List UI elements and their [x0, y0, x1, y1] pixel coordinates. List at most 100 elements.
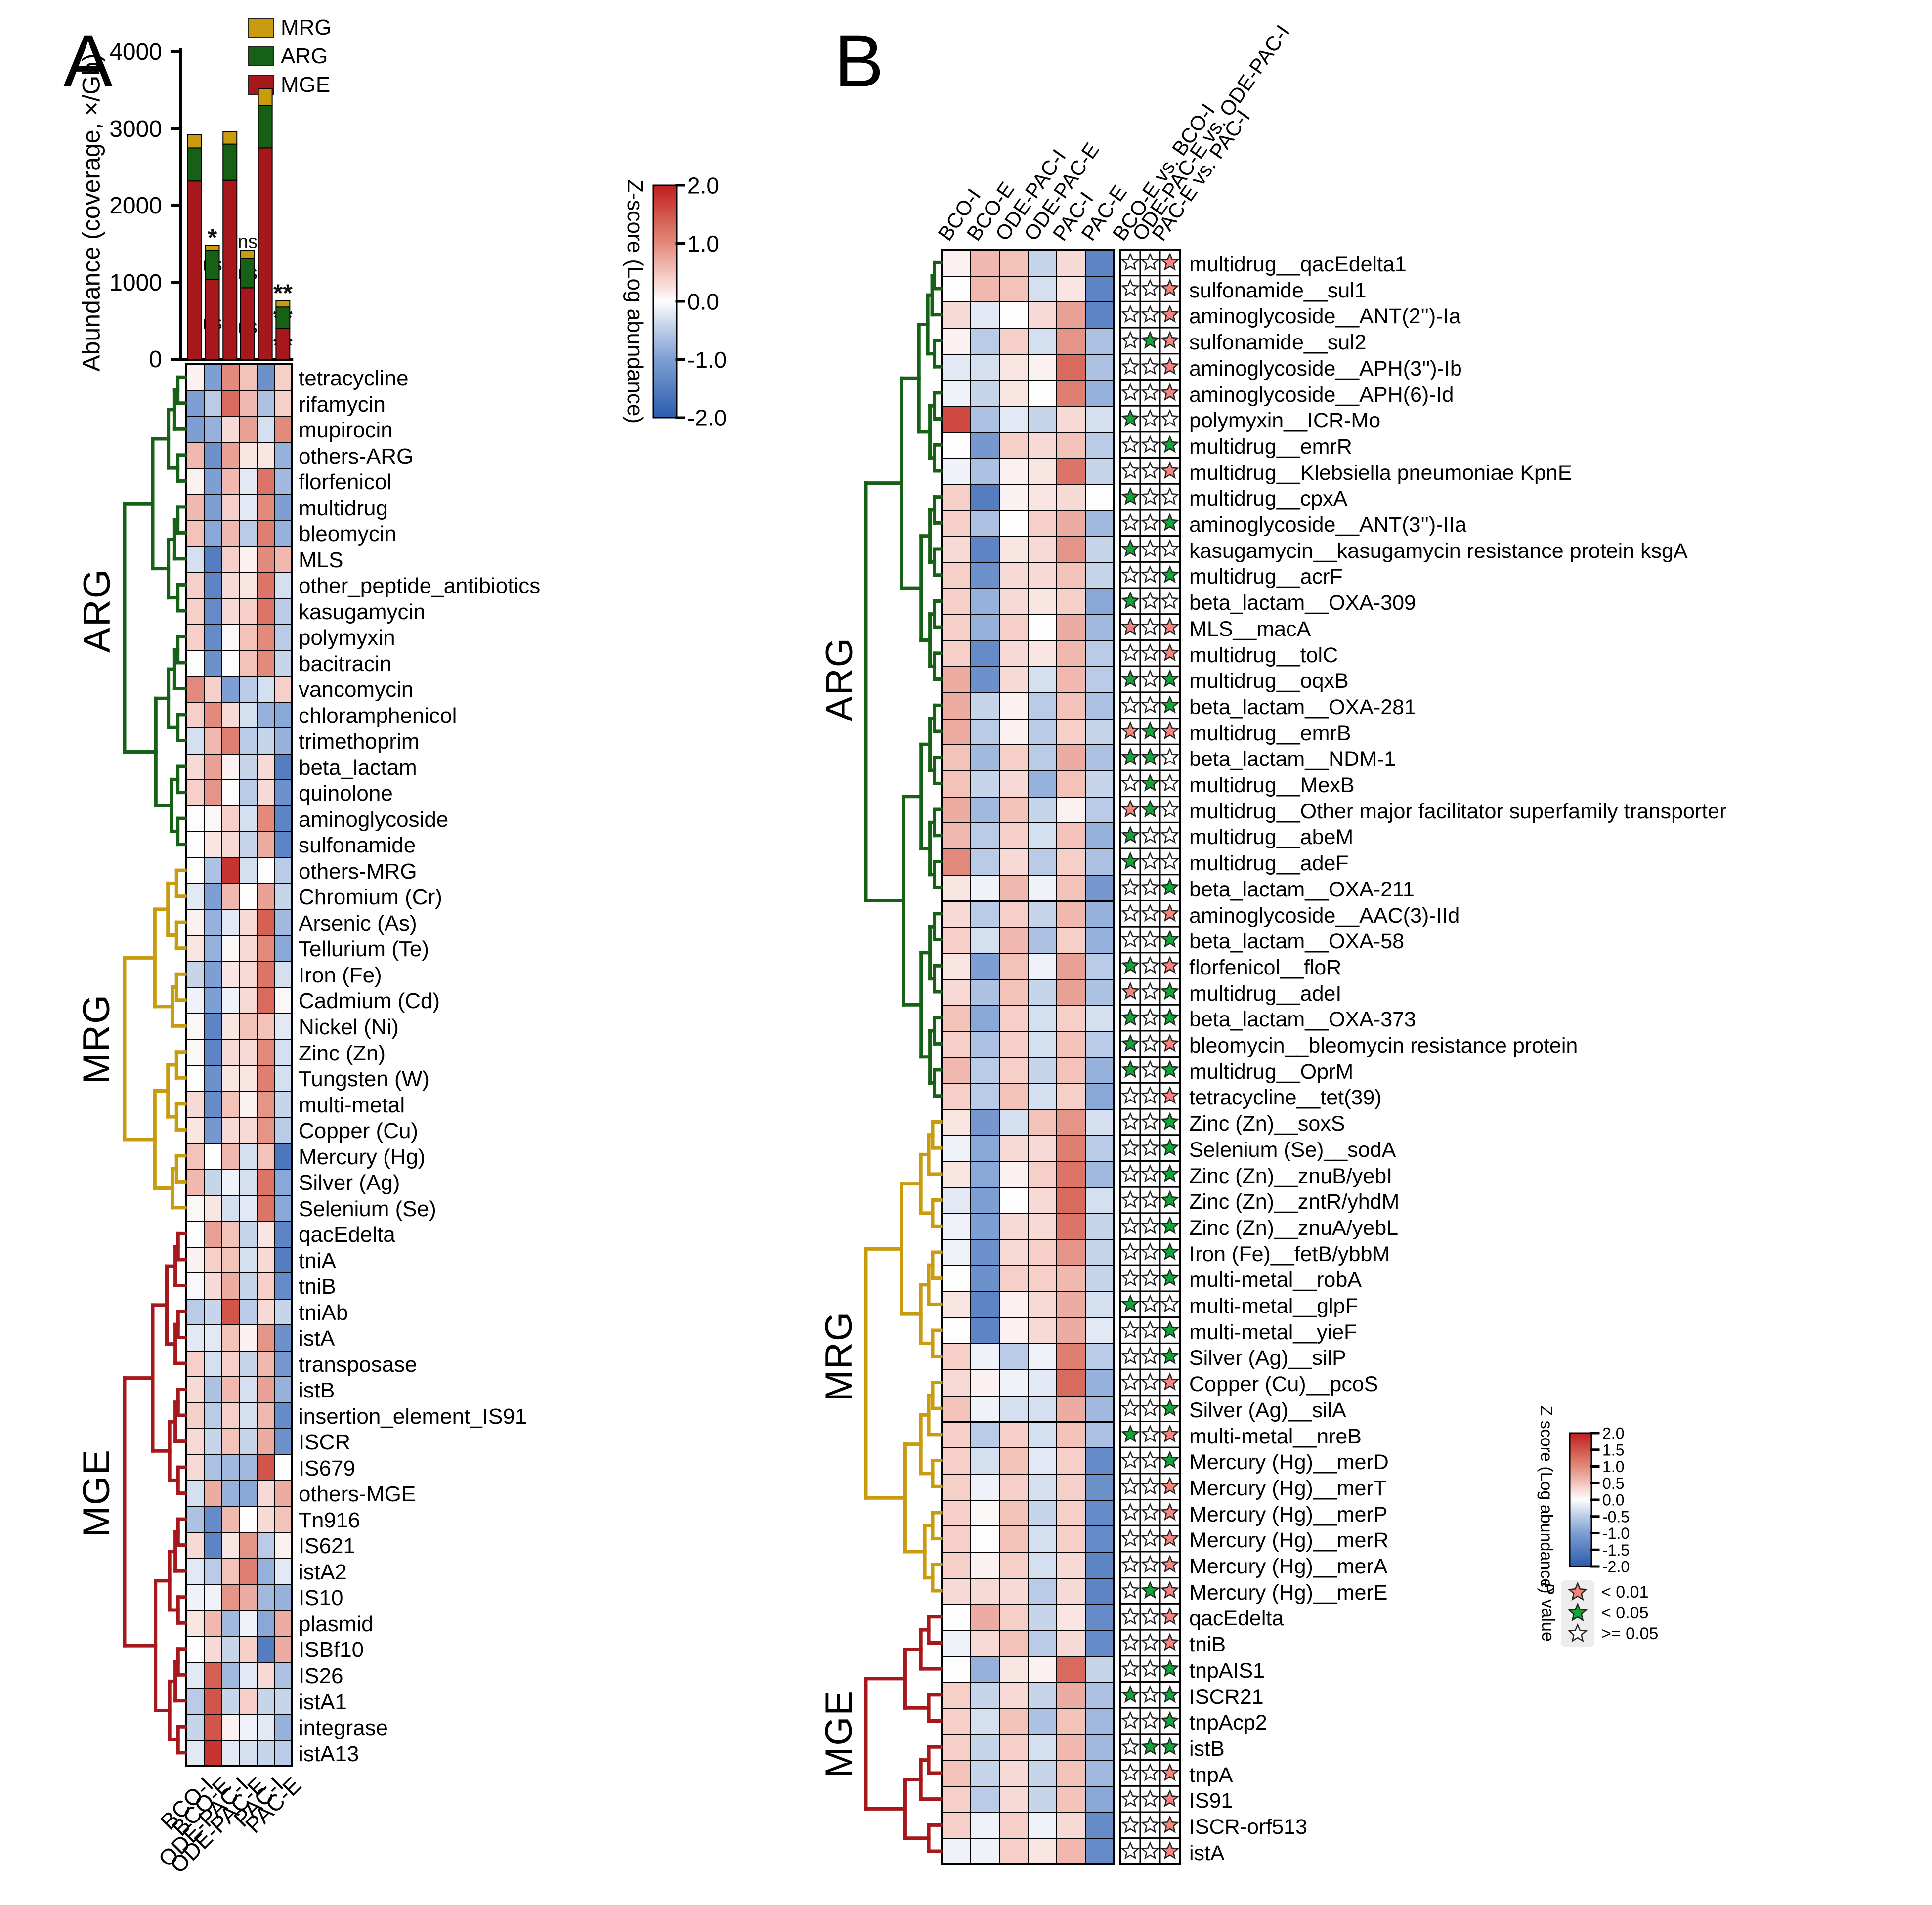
significance-cell	[1139, 1238, 1161, 1266]
significance-cell	[1159, 796, 1181, 823]
bar-legend-swatch-mrg	[248, 18, 274, 38]
heatmap-a-cell	[239, 1143, 258, 1170]
heatmap-a-cell	[274, 1480, 293, 1507]
heatmap-b-cell	[1028, 796, 1057, 824]
heatmap-a-cell	[203, 1065, 222, 1092]
heatmap-a-cell	[256, 1609, 275, 1637]
heatmap-a-cell	[256, 649, 275, 677]
heatmap-b-cell	[970, 1421, 1000, 1449]
heatmap-b-cell	[1028, 1786, 1057, 1813]
heatmap-a-cell	[256, 1506, 275, 1533]
heatmap-b-cell	[1085, 1291, 1115, 1318]
heatmap-a-cell	[203, 1480, 222, 1507]
heatmap-b-cell	[1085, 1057, 1115, 1084]
significance-cell	[1139, 1030, 1161, 1058]
heatmap-b-cell	[999, 562, 1029, 590]
heatmap-b-row-label: multidrug__cpxA	[1189, 487, 1348, 511]
heatmap-a-cell	[186, 1636, 205, 1663]
p-value-legend-title: P value	[1538, 1582, 1558, 1642]
heatmap-b-row-label: istA	[1189, 1841, 1225, 1865]
significance-cell	[1139, 1108, 1161, 1136]
heatmap-b-cell	[970, 1109, 1000, 1136]
significance-star	[1140, 435, 1160, 453]
heatmap-a-cell	[239, 1662, 258, 1689]
significance-star	[1120, 382, 1140, 401]
heatmap-b-cell	[942, 952, 971, 980]
heatmap-a-cell	[256, 1091, 275, 1118]
heatmap-b-cell	[942, 874, 971, 902]
bar-segment-mge	[187, 180, 202, 360]
heatmap-b-cell	[999, 250, 1029, 277]
heatmap-b-cell	[942, 822, 971, 850]
heatmap-b-cell	[970, 874, 1000, 902]
heatmap-a-cell	[274, 909, 293, 936]
significance-star	[1120, 565, 1140, 584]
heatmap-b-cell	[970, 1604, 1000, 1631]
heatmap-a-cell	[221, 1169, 240, 1196]
heatmap-a-cell	[203, 1662, 222, 1689]
significance-star	[1120, 956, 1140, 974]
heatmap-b-cell	[942, 1655, 971, 1683]
significance-star	[1120, 1789, 1140, 1808]
bar-legend-label: MGE	[281, 73, 331, 97]
significance-star	[1140, 1164, 1160, 1183]
significance-cell	[1159, 1811, 1181, 1839]
significance-block-border	[1119, 249, 1181, 1865]
heatmap-b-cell	[1028, 1135, 1057, 1162]
heatmap-b-cell	[1028, 822, 1057, 850]
heatmap-b-cell	[942, 301, 971, 329]
heatmap-a-cell	[203, 1428, 222, 1455]
heatmap-a-cell	[239, 805, 258, 833]
significance-star	[1160, 382, 1180, 401]
heatmap-a-row-label: MLS	[299, 548, 343, 572]
significance-cell	[1159, 1421, 1181, 1448]
heatmap-b-cell	[999, 1499, 1029, 1527]
heatmap-b-cell	[1028, 848, 1057, 876]
significance-cell	[1119, 1186, 1141, 1214]
colorbar-b-tick-label: 0.5	[1602, 1475, 1624, 1492]
significance-cell	[1159, 483, 1181, 511]
significance-cell	[1119, 431, 1141, 459]
significance-star	[1120, 1138, 1140, 1156]
significance-star	[1120, 825, 1140, 844]
significance-star	[1140, 851, 1160, 870]
significance-cell	[1139, 1811, 1161, 1839]
significance-star	[1160, 1112, 1180, 1130]
heatmap-a-cell	[221, 1350, 240, 1378]
heatmap-b-cell	[1085, 250, 1115, 277]
heatmap-b-cell	[1028, 353, 1057, 381]
heatmap-a-cell	[274, 935, 293, 962]
significance-cell	[1119, 1368, 1141, 1397]
heatmap-b-cell	[1056, 1343, 1086, 1371]
heatmap-b-cell	[1085, 1577, 1115, 1605]
heatmap-b-cell	[999, 458, 1029, 485]
heatmap-a-cell	[221, 909, 240, 936]
significance-star	[1120, 331, 1140, 349]
significance-cell	[1119, 1524, 1141, 1553]
heatmap-a-cell	[203, 1558, 222, 1585]
heatmap-a-cell	[221, 468, 240, 495]
heatmap-a-cell	[274, 1739, 293, 1767]
heatmap-a-cell	[256, 883, 275, 910]
heatmap-b-cell	[1085, 1812, 1115, 1839]
heatmap-b-cell	[1056, 822, 1086, 850]
significance-cell	[1119, 1446, 1141, 1475]
significance-star	[1160, 1008, 1180, 1026]
heatmap-b-row-label: aminoglycoside__AAC(3)-IId	[1189, 903, 1460, 928]
heatmap-b-cell	[1056, 1239, 1086, 1267]
significance-cell	[1159, 1212, 1181, 1240]
heatmap-a-cell	[239, 1584, 258, 1611]
heatmap-a-cell	[274, 1324, 293, 1352]
heatmap-b-row-label: multidrug__MexB	[1189, 773, 1355, 797]
significance-cell	[1159, 691, 1181, 720]
heatmap-a-cell	[239, 1558, 258, 1585]
significance-star	[1140, 382, 1160, 401]
significance-star	[1160, 721, 1180, 740]
significance-star	[1160, 1346, 1180, 1365]
significance-cell	[1139, 1681, 1161, 1709]
significance-cell	[1159, 1499, 1181, 1526]
significance-star	[1140, 539, 1160, 557]
heatmap-b-cell	[1056, 250, 1086, 277]
significance-star	[1140, 669, 1160, 687]
heatmap-b-cell	[1085, 796, 1115, 824]
